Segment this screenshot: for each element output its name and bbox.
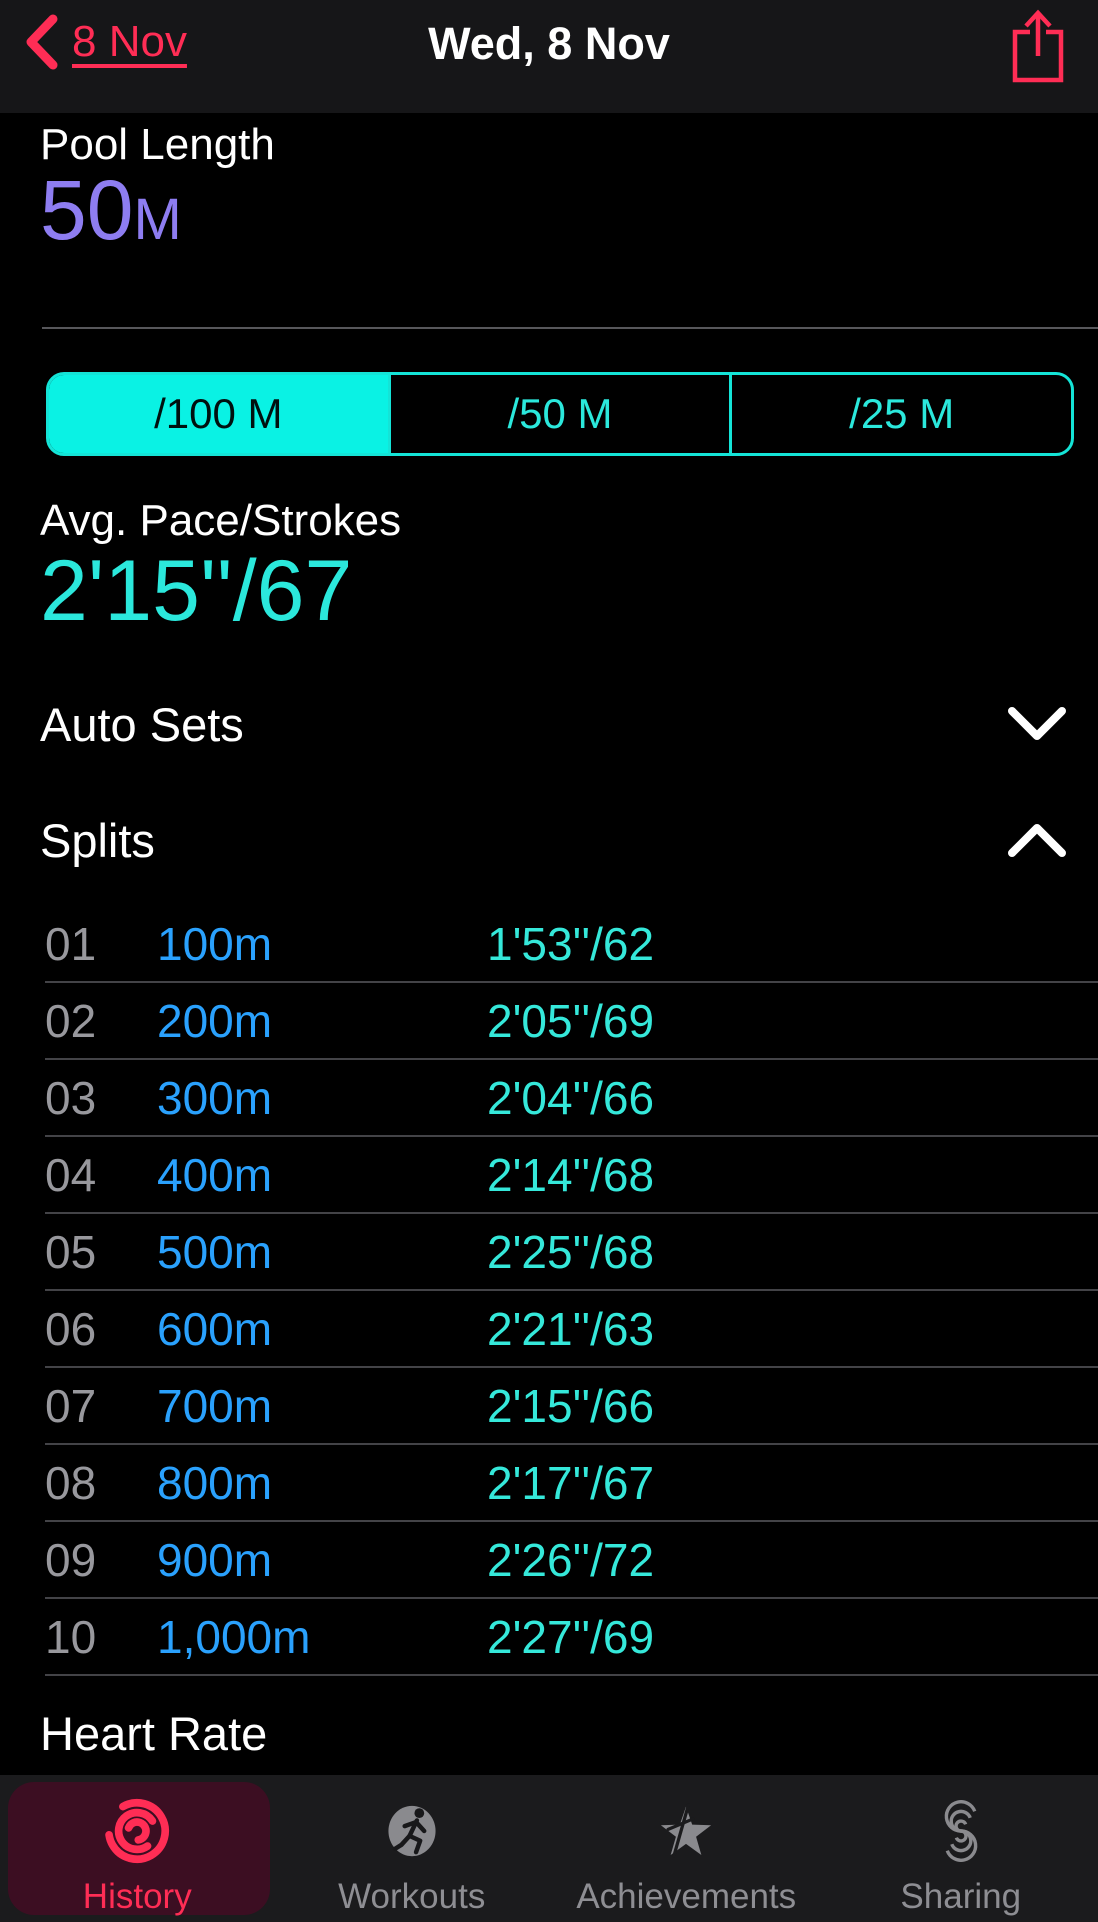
auto-sets-label: Auto Sets: [40, 697, 244, 751]
pool-length-label: Pool Length: [40, 120, 275, 169]
auto-sets-section-toggle[interactable]: Auto Sets: [40, 692, 1068, 756]
pool-length-value: 50M: [40, 162, 182, 259]
split-index: 10: [45, 1610, 97, 1663]
navigation-bar: 8 Nov Wed, 8 Nov: [0, 0, 1098, 113]
split-pace: 2'14''/68: [487, 1148, 655, 1201]
split-distance: 100m: [157, 917, 273, 970]
split-distance: 600m: [157, 1302, 273, 1355]
section-divider: [42, 327, 1098, 329]
table-row: 08 800m 2'17''/67: [45, 1445, 1098, 1522]
split-pace: 2'17''/67: [487, 1456, 655, 1509]
split-index: 01: [45, 917, 97, 970]
split-index: 04: [45, 1148, 97, 1201]
history-icon: [96, 1790, 178, 1872]
split-pace: 2'05''/69: [487, 994, 655, 1047]
back-button-label: 8 Nov: [72, 17, 187, 66]
chevron-up-icon: [1008, 824, 1066, 857]
tab-label: Sharing: [900, 1877, 1022, 1916]
split-pace: 1'53''/62: [487, 917, 655, 970]
tab-achievements[interactable]: Achievements: [549, 1775, 824, 1922]
heart-rate-label: Heart Rate: [40, 1707, 268, 1760]
table-row: 09 900m 2'26''/72: [45, 1522, 1098, 1599]
tab-sharing[interactable]: Sharing: [824, 1775, 1098, 1922]
splits-table: 01 100m 1'53''/62 02 200m 2'05''/69 03 3…: [0, 906, 1098, 1676]
split-distance: 1,000m: [157, 1610, 311, 1663]
tab-label: Achievements: [576, 1877, 797, 1916]
split-index: 08: [45, 1456, 97, 1509]
table-row: 07 700m 2'15''/66: [45, 1368, 1098, 1445]
page-title: Wed, 8 Nov: [428, 18, 670, 69]
table-row: 02 200m 2'05''/69: [45, 983, 1098, 1060]
table-row: 05 500m 2'25''/68: [45, 1214, 1098, 1291]
splits-label: Splits: [40, 813, 155, 867]
table-row: 06 600m 2'21''/63: [45, 1291, 1098, 1368]
split-distance: 200m: [157, 994, 273, 1047]
tab-label: History: [82, 1877, 192, 1916]
splits-section-toggle[interactable]: Splits: [40, 808, 1068, 872]
split-index: 09: [45, 1533, 97, 1586]
table-row: 01 100m 1'53''/62: [45, 906, 1098, 983]
split-distance: 500m: [157, 1225, 273, 1278]
tab-workouts[interactable]: Workouts: [275, 1775, 550, 1922]
split-index: 02: [45, 994, 97, 1047]
segment-per-25m[interactable]: /25 M: [729, 375, 1071, 453]
avg-pace-strokes-value: 2'15''/67: [40, 543, 353, 639]
tab-history[interactable]: History: [0, 1775, 275, 1922]
pace-basis-segmented-control: /100 M /50 M /25 M: [46, 372, 1074, 456]
sharing-icon: [922, 1790, 1000, 1872]
split-distance: 400m: [157, 1148, 273, 1201]
split-pace: 2'04''/66: [487, 1071, 655, 1124]
split-index: 06: [45, 1302, 97, 1355]
split-index: 03: [45, 1071, 97, 1124]
split-pace: 2'15''/66: [487, 1379, 655, 1432]
table-row: 03 300m 2'04''/66: [45, 1060, 1098, 1137]
chevron-down-icon: [1008, 707, 1066, 740]
split-distance: 900m: [157, 1533, 273, 1586]
table-row: 10 1,000m 2'27''/69: [45, 1599, 1098, 1676]
pool-length-unit: M: [133, 187, 182, 252]
segment-per-100m[interactable]: /100 M: [49, 375, 388, 453]
tab-bar: History Workouts: [0, 1775, 1098, 1922]
split-index: 05: [45, 1225, 97, 1278]
split-pace: 2'26''/72: [487, 1533, 655, 1586]
back-button[interactable]: 8 Nov: [20, 12, 187, 72]
back-chevron-icon: [26, 14, 58, 70]
workouts-icon: [373, 1790, 451, 1872]
avg-pace-strokes-label: Avg. Pace/Strokes: [40, 496, 402, 545]
split-index: 07: [45, 1379, 97, 1432]
pool-length-number: 50: [40, 163, 134, 257]
segment-per-50m[interactable]: /50 M: [387, 375, 730, 453]
split-pace: 2'27''/69: [487, 1610, 655, 1663]
split-pace: 2'21''/63: [487, 1302, 655, 1355]
split-pace: 2'25''/68: [487, 1225, 655, 1278]
share-button[interactable]: [1006, 8, 1070, 93]
tab-label: Workouts: [338, 1877, 486, 1916]
split-distance: 700m: [157, 1379, 273, 1432]
split-distance: 800m: [157, 1456, 273, 1509]
achievements-icon: [647, 1790, 725, 1872]
table-row: 04 400m 2'14''/68: [45, 1137, 1098, 1214]
split-distance: 300m: [157, 1071, 273, 1124]
share-icon: [1012, 9, 1064, 83]
